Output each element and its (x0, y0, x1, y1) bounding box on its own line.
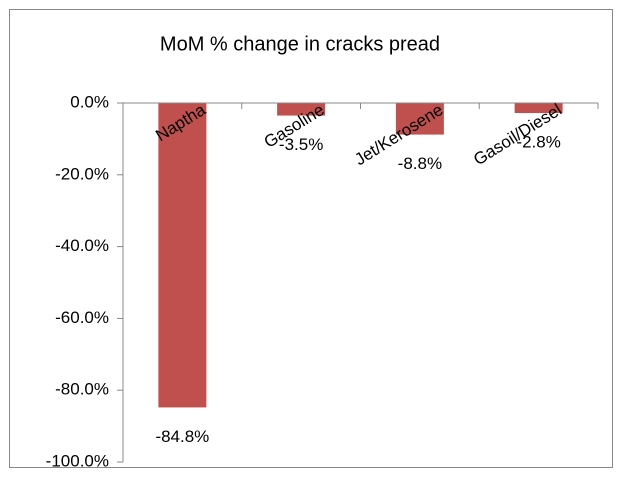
value-label: -3.5% (279, 135, 323, 154)
chart-border (9, 9, 613, 468)
chart-title: MoM % change in cracks pread (160, 33, 440, 55)
y-tick-label: -100.0% (46, 451, 109, 470)
value-label: -84.8% (155, 427, 209, 446)
y-tick-label: -20.0% (55, 164, 109, 183)
bar (158, 103, 207, 408)
bar (277, 103, 326, 116)
value-label: -8.8% (398, 154, 442, 173)
y-tick-label: -60.0% (55, 308, 109, 327)
value-label: -2.8% (516, 133, 560, 152)
y-tick-label: -40.0% (55, 236, 109, 255)
bar (514, 103, 563, 114)
y-tick-label: 0.0% (70, 92, 109, 111)
bar (395, 103, 444, 135)
y-tick-label: -80.0% (55, 380, 109, 399)
